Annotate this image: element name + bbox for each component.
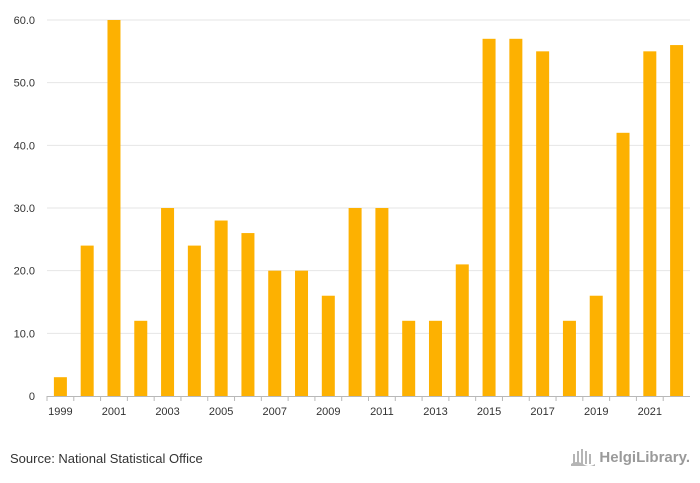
y-tick-label: 10.0 [14,328,35,340]
bar [455,264,469,396]
x-tick-label: 2001 [102,406,126,418]
bar [268,270,282,396]
bar [670,45,684,397]
y-tick-label: 30.0 [14,203,35,215]
bar [375,208,389,396]
bar [187,245,201,396]
x-tick-label: 1999 [48,406,72,418]
y-tick-label: 60.0 [14,15,35,27]
brand-name: HelgiLibrary. [599,448,690,466]
y-tick-label: 20.0 [14,266,35,278]
bar [562,320,576,396]
x-tick-label: 2019 [584,406,608,418]
bar [321,295,335,396]
x-tick-label: 2011 [370,406,394,418]
x-tick-label: 2017 [530,406,554,418]
source-note: Source: National Statistical Office [10,451,203,466]
bars [53,20,684,397]
x-tick-label: 2005 [209,406,233,418]
brand-logo[interactable]: HelgiLibrary. [571,448,690,466]
bar [509,38,523,397]
bar [53,377,67,396]
x-axis [46,396,690,401]
bar [428,320,442,396]
bar [589,295,603,396]
x-tick-label: 2013 [423,406,447,418]
y-tick-label: 0 [29,391,35,403]
bar-chart: 0 10.0 20.0 30.0 40.0 50.0 60.0 1999 2001 2003 20… [14,15,690,418]
x-axis-ticks: 1999 2001 2003 2005 2007 2009 2011 2013 2015 2017… [48,406,662,418]
bar [295,270,309,396]
bar [402,320,416,396]
bar [134,320,148,396]
bar [643,51,657,396]
y-tick-label: 40.0 [14,140,35,152]
building-icon [571,449,596,466]
x-tick-label: 2003 [155,406,179,418]
y-axis-ticks: 0 10.0 20.0 30.0 40.0 50.0 60.0 [14,15,35,403]
grid-lines [47,19,690,334]
bar [214,220,228,396]
bar [161,208,175,396]
y-tick-label: 50.0 [14,78,35,90]
bar [482,38,496,397]
bar [107,20,121,396]
x-tick-label: 2021 [638,406,662,418]
bar [80,245,94,396]
x-tick-label: 2009 [316,406,340,418]
bar [536,51,550,396]
bar [616,132,630,397]
x-tick-label: 2015 [477,406,501,418]
x-tick-label: 2007 [262,406,286,418]
bar [348,208,362,396]
bar [241,233,255,396]
